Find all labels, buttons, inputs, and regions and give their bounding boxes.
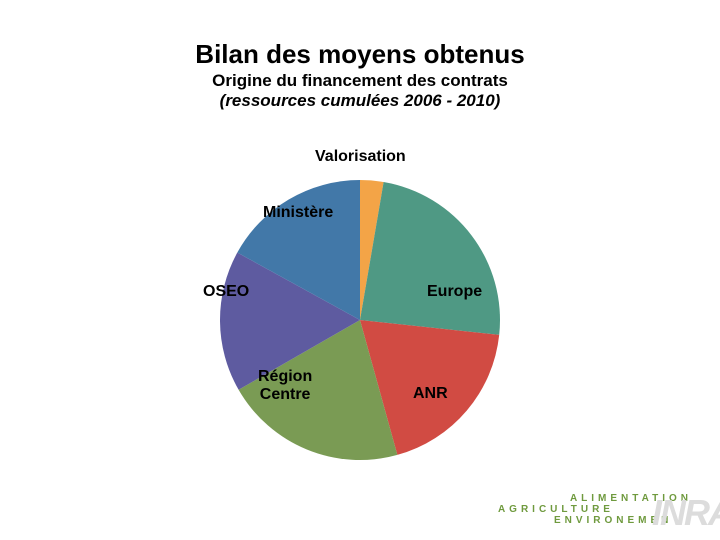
page-subtitle-1: Origine du financement des contrats	[0, 70, 720, 91]
funding-pie-chart	[210, 170, 510, 470]
pie-slice-1	[360, 182, 500, 335]
page-title: Bilan des moyens obtenus	[0, 38, 720, 71]
slice-label-3: Europe	[427, 283, 482, 301]
slice-label-0: Valorisation	[315, 148, 406, 166]
slice-label-1: Ministère	[263, 204, 333, 222]
region-centre-line1: Région	[258, 368, 312, 386]
inra-logo: INRA	[652, 492, 720, 534]
slice-label-region-centre: Région Centre	[258, 368, 312, 404]
slice-label-4: ANR	[413, 385, 448, 403]
page-subtitle-2: (ressources cumulées 2006 - 2010)	[0, 90, 720, 111]
slice-label-2: OSEO	[203, 283, 249, 301]
region-centre-line2: Centre	[258, 386, 312, 404]
